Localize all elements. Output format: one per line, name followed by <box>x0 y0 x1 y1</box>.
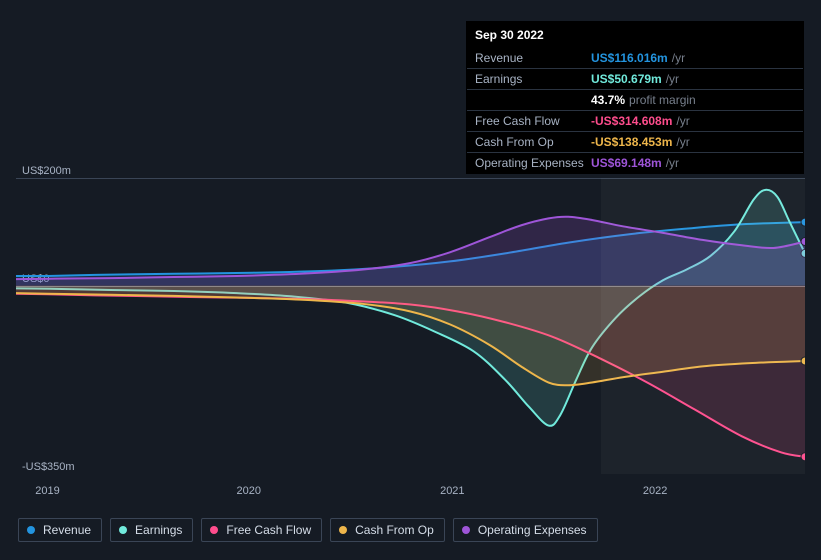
legend-label: Operating Expenses <box>478 523 587 537</box>
legend-dot-icon <box>119 526 127 534</box>
tooltip-suffix: /yr <box>666 72 679 86</box>
legend-item[interactable]: Cash From Op <box>330 518 445 542</box>
tooltip-label <box>475 93 591 107</box>
legend-dot-icon <box>210 526 218 534</box>
tooltip-value: -US$314.608m <box>591 114 672 128</box>
tooltip-row: Operating ExpensesUS$69.148m/yr <box>467 152 803 173</box>
tooltip-label: Earnings <box>475 72 591 86</box>
highlight-region <box>601 178 805 474</box>
plot-area[interactable] <box>16 178 805 474</box>
x-axis-label: 2022 <box>643 485 667 497</box>
tooltip-label: Operating Expenses <box>475 156 591 170</box>
tooltip-suffix: /yr <box>666 156 679 170</box>
legend-label: Earnings <box>135 523 182 537</box>
legend-item[interactable]: Revenue <box>18 518 102 542</box>
tooltip-label: Free Cash Flow <box>475 114 591 128</box>
legend-label: Cash From Op <box>355 523 434 537</box>
legend-dot-icon <box>339 526 347 534</box>
legend-item[interactable]: Operating Expenses <box>453 518 598 542</box>
tooltip-suffix: /yr <box>676 114 689 128</box>
x-axis-label: 2020 <box>237 485 261 497</box>
tooltip-value: US$50.679m <box>591 72 662 86</box>
tooltip-row: Free Cash Flow-US$314.608m/yr <box>467 110 803 131</box>
legend-label: Free Cash Flow <box>226 523 311 537</box>
legend-item[interactable]: Free Cash Flow <box>201 518 322 542</box>
legend-dot-icon <box>462 526 470 534</box>
tooltip-value: US$69.148m <box>591 156 662 170</box>
legend-dot-icon <box>27 526 35 534</box>
tooltip-suffix: /yr <box>672 51 685 65</box>
x-axis-label: 2021 <box>440 485 464 497</box>
tooltip-row: 43.7% profit margin <box>467 89 803 110</box>
y-axis-label: US$200m <box>22 165 71 177</box>
tooltip-value: -US$138.453m <box>591 135 672 149</box>
legend-label: Revenue <box>43 523 91 537</box>
tooltip-label: Revenue <box>475 51 591 65</box>
tooltip-value: US$116.016m <box>591 51 668 65</box>
tooltip-row: Cash From Op-US$138.453m/yr <box>467 131 803 152</box>
tooltip-label: Cash From Op <box>475 135 591 149</box>
tooltip-suffix: /yr <box>676 135 689 149</box>
legend: Revenue Earnings Free Cash Flow Cash From O… <box>18 518 598 542</box>
tooltip-panel: Sep 30 2022 RevenueUS$116.016m/yrEarning… <box>466 21 804 174</box>
tooltip-value: 43.7% <box>591 93 625 107</box>
tooltip-row: RevenueUS$116.016m/yr <box>467 48 803 68</box>
tooltip-title: Sep 30 2022 <box>467 22 803 48</box>
x-axis-label: 2019 <box>35 485 59 497</box>
legend-item[interactable]: Earnings <box>110 518 193 542</box>
financial-chart: Sep 30 2022 RevenueUS$116.016m/yrEarning… <box>0 0 821 560</box>
tooltip-row: EarningsUS$50.679m/yr <box>467 68 803 89</box>
tooltip-suffix: profit margin <box>629 93 696 107</box>
